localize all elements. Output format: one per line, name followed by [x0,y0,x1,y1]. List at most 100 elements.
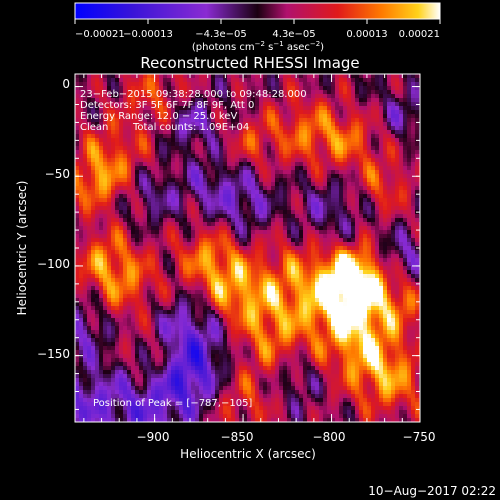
heatmap-cell [203,142,207,146]
heatmap-cell [167,170,171,174]
heatmap-cell [331,254,335,258]
heatmap-cell [127,174,131,178]
heatmap-cell [139,110,143,114]
heatmap-cell [219,194,223,198]
heatmap-cell [299,150,303,154]
heatmap-cell [371,118,375,122]
heatmap-cell [219,274,223,278]
heatmap-cell [119,78,123,82]
heatmap-cell [159,270,163,274]
heatmap-cell [351,262,355,266]
heatmap-cell [179,278,183,282]
heatmap-cell [99,178,103,182]
heatmap-cell [231,218,235,222]
heatmap-cell [407,238,411,242]
heatmap-cell [123,174,127,178]
heatmap-cell [379,230,383,234]
heatmap-cell [383,190,387,194]
heatmap-cell [339,82,343,86]
heatmap-cell [151,294,155,298]
heatmap-cell [411,78,415,82]
heatmap-cell [363,258,367,262]
heatmap-cell [191,146,195,150]
heatmap-cell [375,294,379,298]
heatmap-cell [279,270,283,274]
heatmap-cell [303,194,307,198]
heatmap-cell [287,138,291,142]
heatmap-cell [159,254,163,258]
heatmap-cell [183,150,187,154]
heatmap-cell [131,106,135,110]
heatmap-cell [171,286,175,290]
heatmap-cell [287,258,291,262]
heatmap-cell [99,102,103,106]
heatmap-cell [359,246,363,250]
heatmap-cell [163,122,167,126]
heatmap-cell [411,246,415,250]
heatmap-cell [187,222,191,226]
heatmap-cell [143,130,147,134]
heatmap-cell [279,178,283,182]
heatmap-cell [139,266,143,270]
heatmap-cell [247,74,251,78]
heatmap-cell [191,126,195,130]
heatmap-cell [251,282,255,286]
heatmap-cell [115,194,119,198]
heatmap-cell [339,294,343,298]
heatmap-cell [155,158,159,162]
heatmap-cell [87,226,91,230]
heatmap-cell [307,198,311,202]
heatmap-cell [183,242,187,246]
heatmap-cell [403,158,407,162]
heatmap-cell [411,150,415,154]
heatmap-cell [271,82,275,86]
heatmap-cell [103,302,107,306]
heatmap-cell [127,182,131,186]
heatmap-cell [323,98,327,102]
heatmap-cell [395,102,399,106]
heatmap-cell [135,142,139,146]
heatmap-cell [175,134,179,138]
heatmap-cell [267,150,271,154]
heatmap-cell [215,242,219,246]
heatmap-cell [303,166,307,170]
heatmap-cell [151,182,155,186]
heatmap-cell [75,258,79,262]
heatmap-cell [355,214,359,218]
heatmap-cell [99,242,103,246]
heatmap-cell [359,94,363,98]
heatmap-cell [223,94,227,98]
heatmap-cell [207,154,211,158]
heatmap-cell [159,194,163,198]
heatmap-cell [123,250,127,254]
heatmap-cell [159,170,163,174]
heatmap-cell [115,226,119,230]
heatmap-cell [179,290,183,294]
heatmap-cell [243,74,247,78]
heatmap-cell [83,98,87,102]
heatmap-cell [315,278,319,282]
heatmap-cell [151,198,155,202]
heatmap-cell [415,134,419,138]
heatmap-cell [235,186,239,190]
heatmap-cell [287,130,291,134]
heatmap-cell [407,266,411,270]
heatmap-cell [191,270,195,274]
heatmap-cell [243,186,247,190]
heatmap-cell [311,166,315,170]
heatmap-cell [387,238,391,242]
heatmap-cell [255,298,259,302]
heatmap-cell [363,266,367,270]
heatmap-cell [111,186,115,190]
heatmap-cell [119,294,123,298]
heatmap-cell [183,122,187,126]
heatmap-cell [331,78,335,82]
heatmap-cell [79,98,83,102]
heatmap-cell [291,282,295,286]
heatmap-cell [399,154,403,158]
heatmap-cell [415,234,419,238]
heatmap-cell [99,294,103,298]
heatmap-cell [303,214,307,218]
heatmap-cell [359,170,363,174]
heatmap-cell [167,118,171,122]
